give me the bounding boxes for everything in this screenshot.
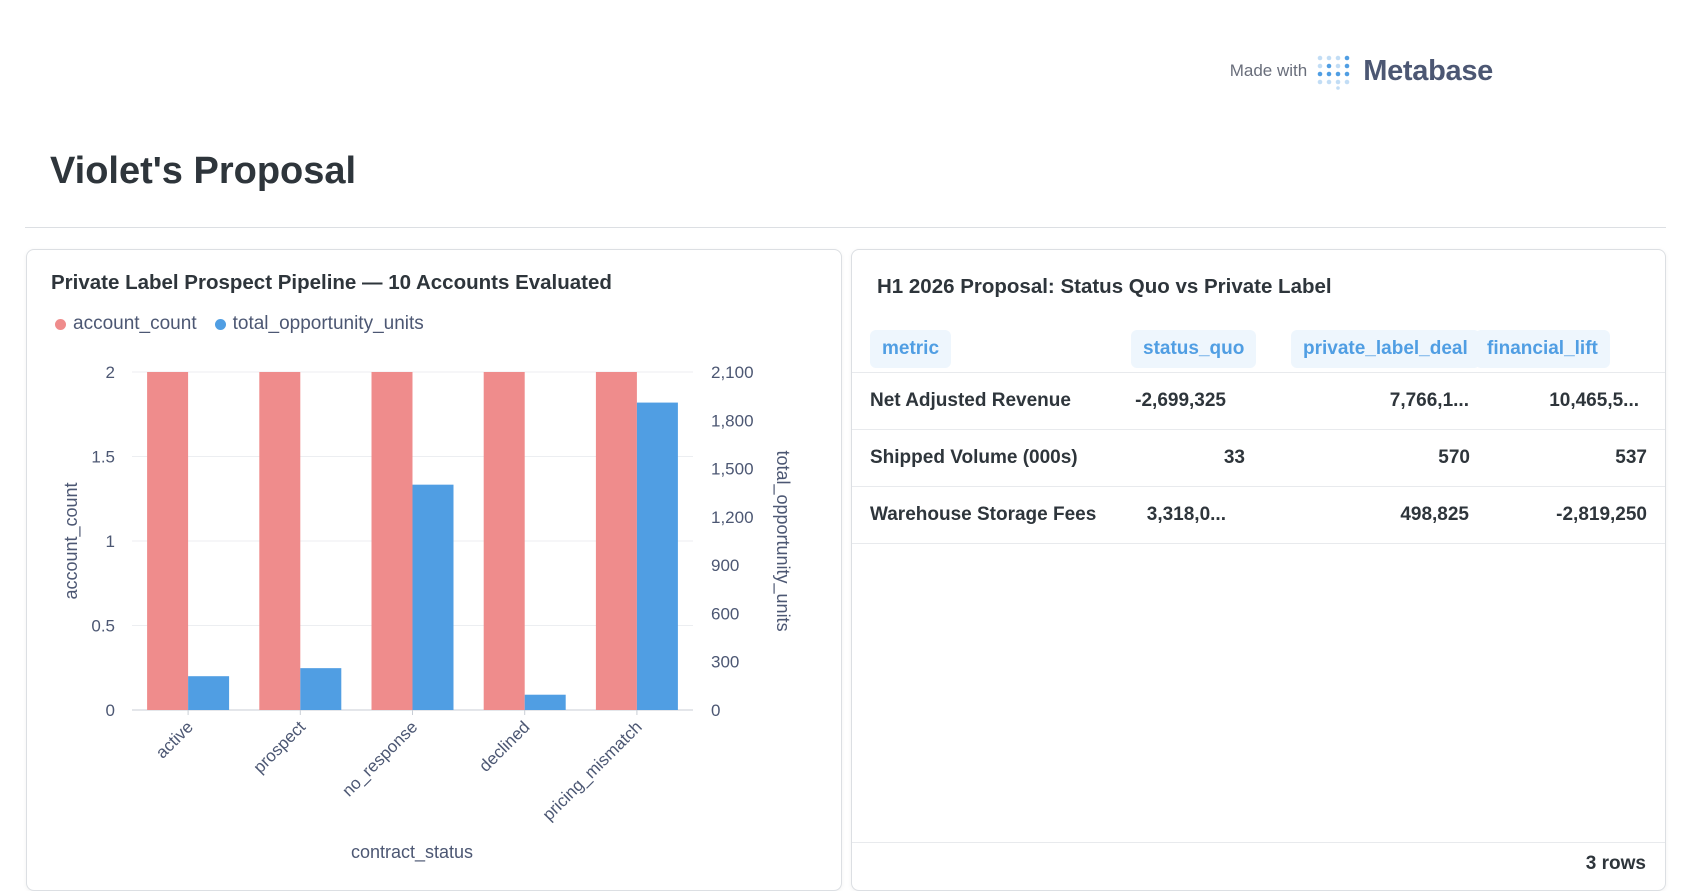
cell-metric: Net Adjusted Revenue xyxy=(870,390,1071,411)
chart-legend: account_count total_opportunity_units xyxy=(55,313,424,335)
legend-label-total-opportunity-units: total_opportunity_units xyxy=(232,313,424,334)
cell-financial-lift: 537 xyxy=(1615,447,1647,468)
cell-private-label-deal: 498,825 xyxy=(1400,504,1469,525)
bar-account-count xyxy=(483,372,525,710)
y-axis-tick-label: 2 xyxy=(106,363,115,382)
cell-status-quo: 3,318,0... xyxy=(1146,504,1226,525)
column-header-private-label-deal[interactable]: private_label_deal xyxy=(1291,330,1480,368)
bar-total-opportunity-units xyxy=(188,676,230,710)
cell-financial-lift: 10,465,5... xyxy=(1549,390,1639,411)
metabase-brand-name: Metabase xyxy=(1363,54,1493,87)
table-row[interactable]: Warehouse Storage Fees 3,318,0... 498,82… xyxy=(852,487,1665,544)
cell-status-quo: -2,699,325 xyxy=(1135,390,1226,411)
metabase-logo-icon xyxy=(1317,55,1350,90)
x-axis-tick-label: declined xyxy=(475,717,533,775)
table-header: metric status_quo private_label_deal fin… xyxy=(852,322,1665,373)
y2-axis-tick-label: 300 xyxy=(711,653,739,672)
chart-card[interactable]: Private Label Prospect Pipeline — 10 Acc… xyxy=(26,249,842,891)
y2-axis-tick-label: 1,200 xyxy=(711,508,754,527)
bar-account-count xyxy=(147,372,189,710)
bar-total-opportunity-units xyxy=(524,694,566,710)
x-axis-tick-label: prospect xyxy=(250,717,310,777)
cell-private-label-deal: 7,766,1... xyxy=(1389,390,1469,411)
column-header-metric[interactable]: metric xyxy=(870,330,952,368)
y2-axis-tick-label: 900 xyxy=(711,556,739,575)
cell-private-label-deal: 570 xyxy=(1438,447,1470,468)
table-row[interactable]: Net Adjusted Revenue -2,699,325 7,766,1.… xyxy=(852,373,1665,430)
column-header-status-quo[interactable]: status_quo xyxy=(1131,330,1257,368)
bar-account-count xyxy=(595,372,637,710)
cell-financial-lift: -2,819,250 xyxy=(1556,504,1647,525)
table-footer: 3 rows xyxy=(852,842,1665,890)
x-axis-title: contract_status xyxy=(351,842,473,863)
y-axis-tick-label: 0 xyxy=(106,701,115,720)
y2-axis-tick-label: 1,500 xyxy=(711,460,754,479)
cell-metric: Shipped Volume (000s) xyxy=(870,447,1078,468)
x-axis-tick-label: active xyxy=(152,717,197,762)
dashboard-title: Violet's Proposal xyxy=(50,150,357,192)
cell-metric: Warehouse Storage Fees xyxy=(870,504,1097,525)
chart-card-title[interactable]: Private Label Prospect Pipeline — 10 Acc… xyxy=(51,271,612,294)
x-axis-tick-label: no_response xyxy=(338,717,421,800)
y2-axis-tick-label: 0 xyxy=(711,701,720,720)
bar-chart: 0 0.5 1 1.5 2 0 300 600 900 1,200 1,500 1,800 2,100 a… xyxy=(61,363,793,863)
table-row[interactable]: Shipped Volume (000s) 33 570 537 xyxy=(852,430,1665,487)
legend-dot-account-count xyxy=(55,318,66,330)
y2-axis-tick-label: 600 xyxy=(711,604,739,623)
y-axis-tick-label: 1 xyxy=(106,532,115,551)
made-with-label: Made with xyxy=(1229,61,1308,80)
bar-account-count xyxy=(259,372,301,710)
x-axis-tick-label: pricing_mismatch xyxy=(539,717,646,824)
bar-total-opportunity-units xyxy=(636,402,678,710)
y-axis-title: account_count xyxy=(61,482,82,599)
y-axis-tick-label: 0.5 xyxy=(91,617,115,636)
metabase-logo: Metabase xyxy=(1317,52,1493,90)
y2-axis-title: total_opportunity_units xyxy=(772,450,793,631)
y-axis-tick-label: 1.5 xyxy=(91,448,115,467)
legend-item-total-opportunity-units[interactable]: total_opportunity_units xyxy=(214,313,424,335)
header-divider xyxy=(25,227,1666,228)
made-with-metabase-badge[interactable]: Made with Metaba xyxy=(1230,52,1493,90)
legend-label-account-count: account_count xyxy=(73,313,197,334)
y2-axis-tick-label: 2,100 xyxy=(711,363,754,382)
row-count: 3 rows xyxy=(1585,853,1646,874)
cell-status-quo: 33 xyxy=(1223,447,1245,468)
bar-total-opportunity-units xyxy=(412,484,454,710)
bar-account-count xyxy=(371,372,413,710)
legend-item-account-count[interactable]: account_count xyxy=(55,313,197,335)
legend-dot-total-opportunity-units xyxy=(214,318,226,330)
bar-total-opportunity-units xyxy=(300,668,342,710)
table-card[interactable]: H1 2026 Proposal: Status Quo vs Private … xyxy=(851,249,1666,891)
column-header-financial-lift[interactable]: financial_lift xyxy=(1475,330,1610,368)
table-card-title[interactable]: H1 2026 Proposal: Status Quo vs Private … xyxy=(877,275,1332,298)
y2-axis-tick-label: 1,800 xyxy=(711,411,754,430)
